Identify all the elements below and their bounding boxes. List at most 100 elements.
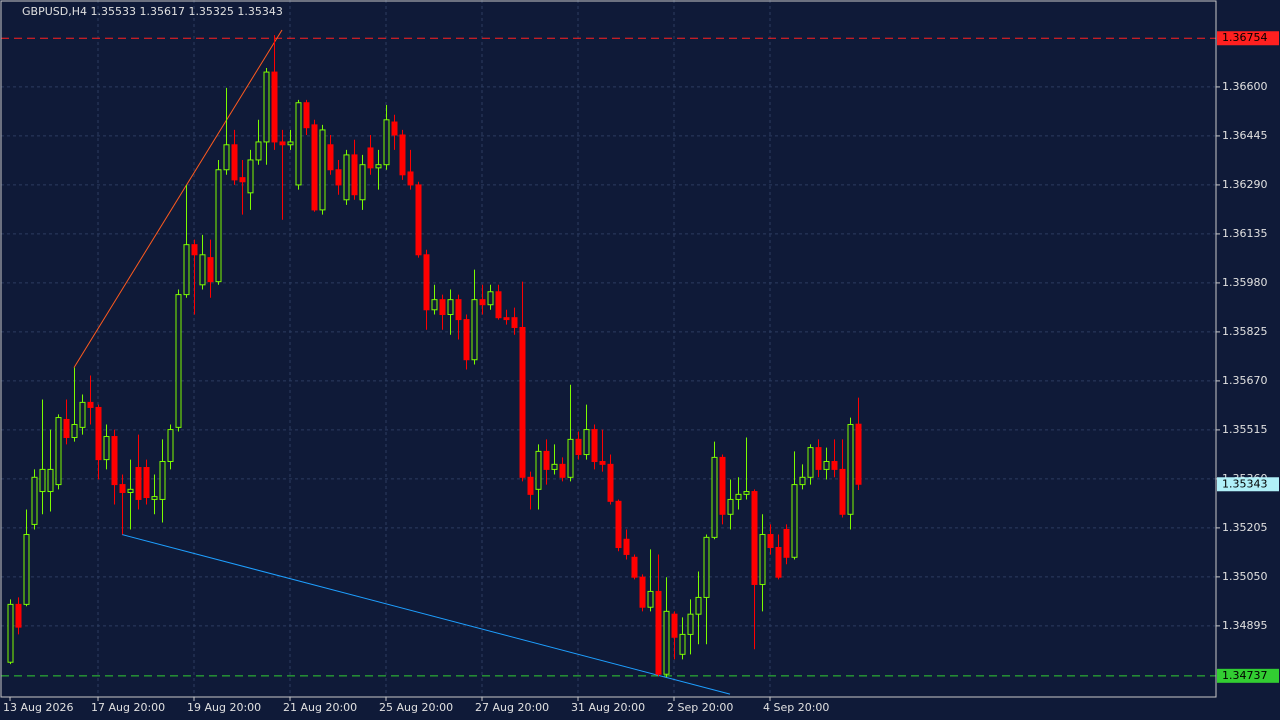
candle-body [127,488,134,493]
candle-body [543,450,550,470]
candle-body [831,461,838,470]
candle-body [759,534,766,585]
y-tick-label: 1.35050 [1222,570,1268,583]
candle-body [647,590,654,608]
candle-body [95,406,102,461]
candle-body [511,317,518,328]
x-tick-label: 13 Aug 2026 [3,701,73,714]
grid [1,0,1216,697]
candle-body [343,154,350,201]
candle-body [23,534,30,605]
candle-body [655,590,662,675]
candle-body [751,491,758,585]
x-tick-label: 25 Aug 20:00 [379,701,453,714]
candle-body [479,299,486,306]
y-tick-label: 1.35980 [1222,276,1268,289]
level-label-box [1217,31,1279,46]
candle-body [311,124,318,211]
candle-body [807,447,814,478]
candle-body [583,429,590,456]
candle-body [623,538,630,555]
candle-body [151,496,158,500]
candle-body [687,613,694,635]
candle-body [79,401,86,428]
candle-body [199,254,206,286]
candle-body [783,528,790,558]
level-label: 1.34737 [1222,669,1268,682]
candle-body [39,468,46,493]
candle-body [503,317,510,321]
y-tick-label: 1.35825 [1222,325,1268,338]
y-tick-label: 1.35670 [1222,374,1268,387]
candle-body [743,491,750,495]
y-tick-label: 1.34895 [1222,619,1268,632]
candle-body [271,71,278,143]
candle-body [303,102,310,129]
candle-body [335,169,342,186]
x-tick-label: 4 Sep 20:00 [763,701,829,714]
current-price-label: 1.35343 [1222,477,1268,490]
candle-body [471,299,478,361]
candle-body [487,291,494,306]
candle-body [455,299,462,321]
candle-body [639,576,646,608]
candle-body [775,546,782,578]
candle-body [231,144,238,181]
axes: 1.36600 1.36445 1.36290 1.36135 1.35980 1.358… [3,31,1279,714]
candle-body [55,417,62,486]
candle-body [327,144,334,171]
candle-body [63,418,70,438]
y-tick-label: 1.36600 [1222,80,1268,93]
candle-body [815,447,822,470]
candle-body [735,493,742,500]
trendline [121,534,731,695]
candle-body [87,401,94,408]
y-tick-label: 1.36290 [1222,178,1268,191]
candle-body [359,164,366,201]
level-label: 1.36754 [1222,31,1268,44]
y-tick-label: 1.35205 [1222,521,1268,534]
chart-title: GBPUSD,H4 1.35533 1.35617 1.35325 1.3534… [22,5,283,18]
candle-body [391,121,398,136]
candle-body [167,429,174,463]
candle-body [407,171,414,186]
candle-body [847,424,854,515]
candle-body [119,484,126,493]
candle-body [663,610,670,675]
candle-body [551,463,558,470]
candle-body [823,461,830,470]
candle-body [223,144,230,171]
candle-body [447,299,454,316]
candle-body [495,291,502,319]
candle-body [287,141,294,146]
candle-body [319,129,326,211]
candle-body [383,119,390,166]
candle-body [615,500,622,548]
candle-body [631,556,638,578]
candle-body [791,484,798,558]
candle-body [423,254,430,311]
x-tick-label: 2 Sep 20:00 [667,701,733,714]
candle-body [519,326,526,478]
current-price-box [1217,477,1279,492]
candle-body [247,159,254,194]
candle-body [47,468,54,493]
candle-body [463,319,470,361]
candle-body [295,102,302,186]
candle-body [15,603,22,628]
candle-body [111,436,118,486]
candle-body [839,468,846,515]
candle-body [375,164,382,169]
candle-body [439,299,446,316]
candle-body [671,613,678,638]
candle-body [767,534,774,548]
candle-body [727,498,734,515]
x-tick-label: 31 Aug 20:00 [571,701,645,714]
candle-body [703,536,710,598]
x-tick-label: 17 Aug 20:00 [91,701,165,714]
candle-body [207,257,214,283]
candle-body [215,169,222,283]
x-tick-label: 21 Aug 20:00 [283,701,357,714]
candle-body [599,461,606,465]
